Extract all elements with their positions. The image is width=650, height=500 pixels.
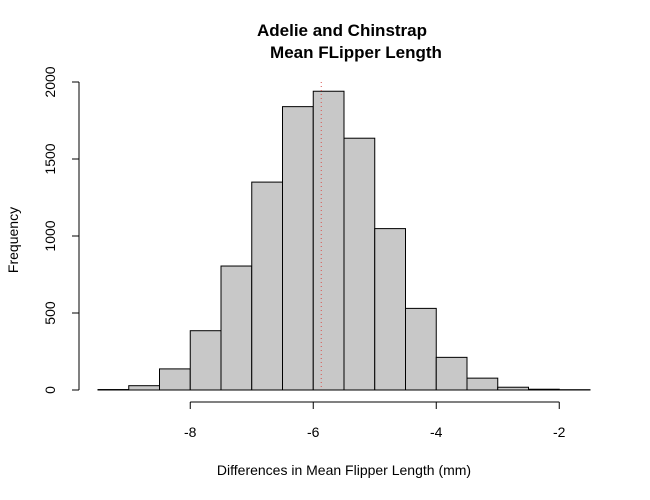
histogram-bar — [282, 106, 314, 391]
x-tick-label: -8 — [184, 424, 197, 440]
y-tick-label: 500 — [42, 301, 58, 325]
histogram-bar — [405, 307, 437, 391]
x-tick-label: -6 — [307, 424, 320, 440]
histogram-bar — [343, 137, 376, 391]
histogram-bar — [312, 90, 345, 391]
histogram-bar — [497, 386, 529, 391]
histogram-bars — [97, 90, 591, 391]
histogram-bar — [374, 228, 406, 391]
y-tick-label: 1500 — [42, 143, 58, 174]
histogram-bar — [466, 377, 499, 391]
chart-title-line-2: Mean FLipper Length — [270, 43, 442, 62]
y-tick-label: 0 — [42, 386, 58, 394]
histogram-bar — [435, 356, 468, 391]
x-axis-label: Differences in Mean Flipper Length (mm) — [217, 462, 471, 478]
y-tick-label: 2000 — [42, 66, 58, 97]
x-tick-label: -2 — [553, 424, 566, 440]
histogram-bar — [189, 330, 222, 391]
histogram-bar — [128, 385, 160, 391]
histogram-bar — [251, 181, 283, 391]
histogram-bar — [528, 388, 560, 391]
y-axis-label: Frequency — [5, 207, 21, 273]
histogram-bar — [159, 368, 191, 391]
histogram-bar — [220, 265, 253, 391]
x-tick-label: -4 — [430, 424, 443, 440]
y-axis: 0 500 1000 1500 2000 — [42, 66, 80, 394]
chart-title-line-1: Adelie and Chinstrap — [257, 21, 427, 40]
y-tick-label: 1000 — [42, 220, 58, 251]
x-axis: -8 -6 -4 -2 — [184, 401, 566, 440]
